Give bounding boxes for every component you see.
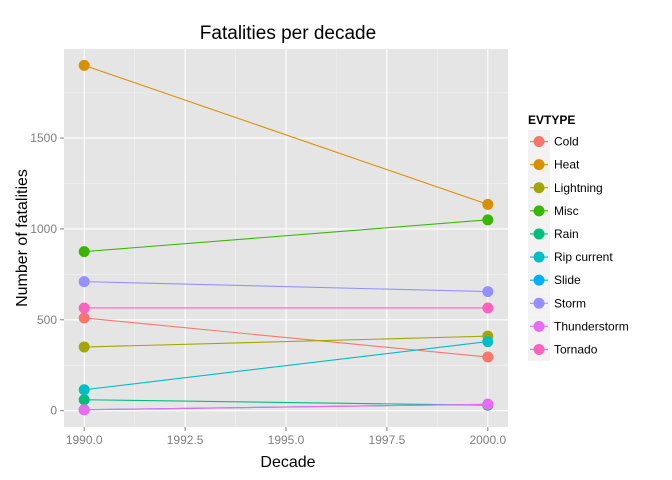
data-point-rip-current [482, 336, 494, 348]
legend-key-point-heat [533, 159, 545, 171]
y-tick-label: 1500 [30, 131, 57, 145]
major-gridlines [64, 49, 508, 427]
legend-key-point-lightning [533, 182, 545, 194]
legend-key-point-rip-current [533, 251, 545, 263]
legend-label-tornado: Tornado [554, 342, 598, 356]
legend-title: EVTYPE [528, 113, 575, 127]
chart-title: Fatalities per decade [200, 23, 376, 44]
series-line-rip-current [84, 341, 488, 391]
y-tick-label: 500 [37, 313, 57, 327]
series-line-storm [84, 281, 488, 293]
legend-label-storm: Storm [554, 296, 586, 310]
data-point-tornado [482, 302, 494, 314]
data-point-thunderstorm [78, 404, 90, 416]
legend-key-point-thunderstorm [533, 320, 545, 332]
legend-label-rain: Rain [554, 227, 579, 241]
series-line-thunderstorm [84, 403, 488, 411]
legend-key-point-tornado [533, 343, 545, 355]
data-point-thunderstorm [482, 398, 494, 410]
series-line-cold [84, 317, 488, 358]
data-point-storm [482, 286, 494, 298]
x-tick-label: 1997.5 [369, 433, 406, 447]
legend-label-lightning: Lightning [554, 181, 603, 195]
legend-label-thunderstorm: Thunderstorm [554, 319, 629, 333]
x-tick-label: 1995.0 [268, 433, 305, 447]
series-line-rain [84, 399, 488, 406]
legend-label-rip-current: Rip current [554, 250, 613, 264]
x-axis-title: Decade [260, 454, 315, 471]
data-point-misc [482, 214, 494, 226]
series-lines [84, 64, 488, 411]
legend-label-slide: Slide [554, 273, 581, 287]
x-tick-label: 1990.0 [66, 433, 103, 447]
series-line-heat [84, 64, 488, 205]
y-tick-label: 0 [50, 404, 57, 418]
data-point-lightning [78, 341, 90, 353]
series-line-misc [84, 219, 488, 253]
series-points [78, 59, 494, 416]
y-axis-title: Number of fatalities [14, 169, 31, 307]
y-tick-label: 1000 [30, 222, 57, 236]
data-point-rip-current [78, 384, 90, 396]
data-point-heat [78, 59, 90, 71]
data-point-cold [482, 351, 494, 363]
x-tick-label: 2000.0 [469, 433, 506, 447]
y-axis: 0 500 1000 1500 [30, 131, 64, 418]
series-line-lightning [84, 335, 488, 348]
x-tick-label: 1992.5 [167, 433, 204, 447]
data-point-storm [78, 276, 90, 288]
legend: EVTYPE Cold Heat Lightning Misc Rain Rip curr… [528, 113, 629, 361]
x-axis: 1990.0 1992.5 1995.0 1997.5 2000.0 [66, 427, 506, 447]
legend-key-point-misc [533, 205, 545, 217]
data-point-tornado [78, 302, 90, 314]
data-point-misc [78, 246, 90, 258]
legend-label-cold: Cold [554, 135, 579, 149]
legend-key-point-slide [533, 274, 545, 286]
data-point-cold [78, 312, 90, 324]
data-point-rain [78, 394, 90, 406]
legend-key-point-rain [533, 228, 545, 240]
legend-key-point-cold [533, 136, 545, 148]
legend-items: Cold Heat Lightning Misc Rain Rip current Slid… [528, 130, 629, 361]
data-point-heat [482, 198, 494, 210]
legend-label-misc: Misc [554, 204, 579, 218]
legend-key-point-storm [533, 297, 545, 309]
legend-label-heat: Heat [554, 158, 580, 172]
